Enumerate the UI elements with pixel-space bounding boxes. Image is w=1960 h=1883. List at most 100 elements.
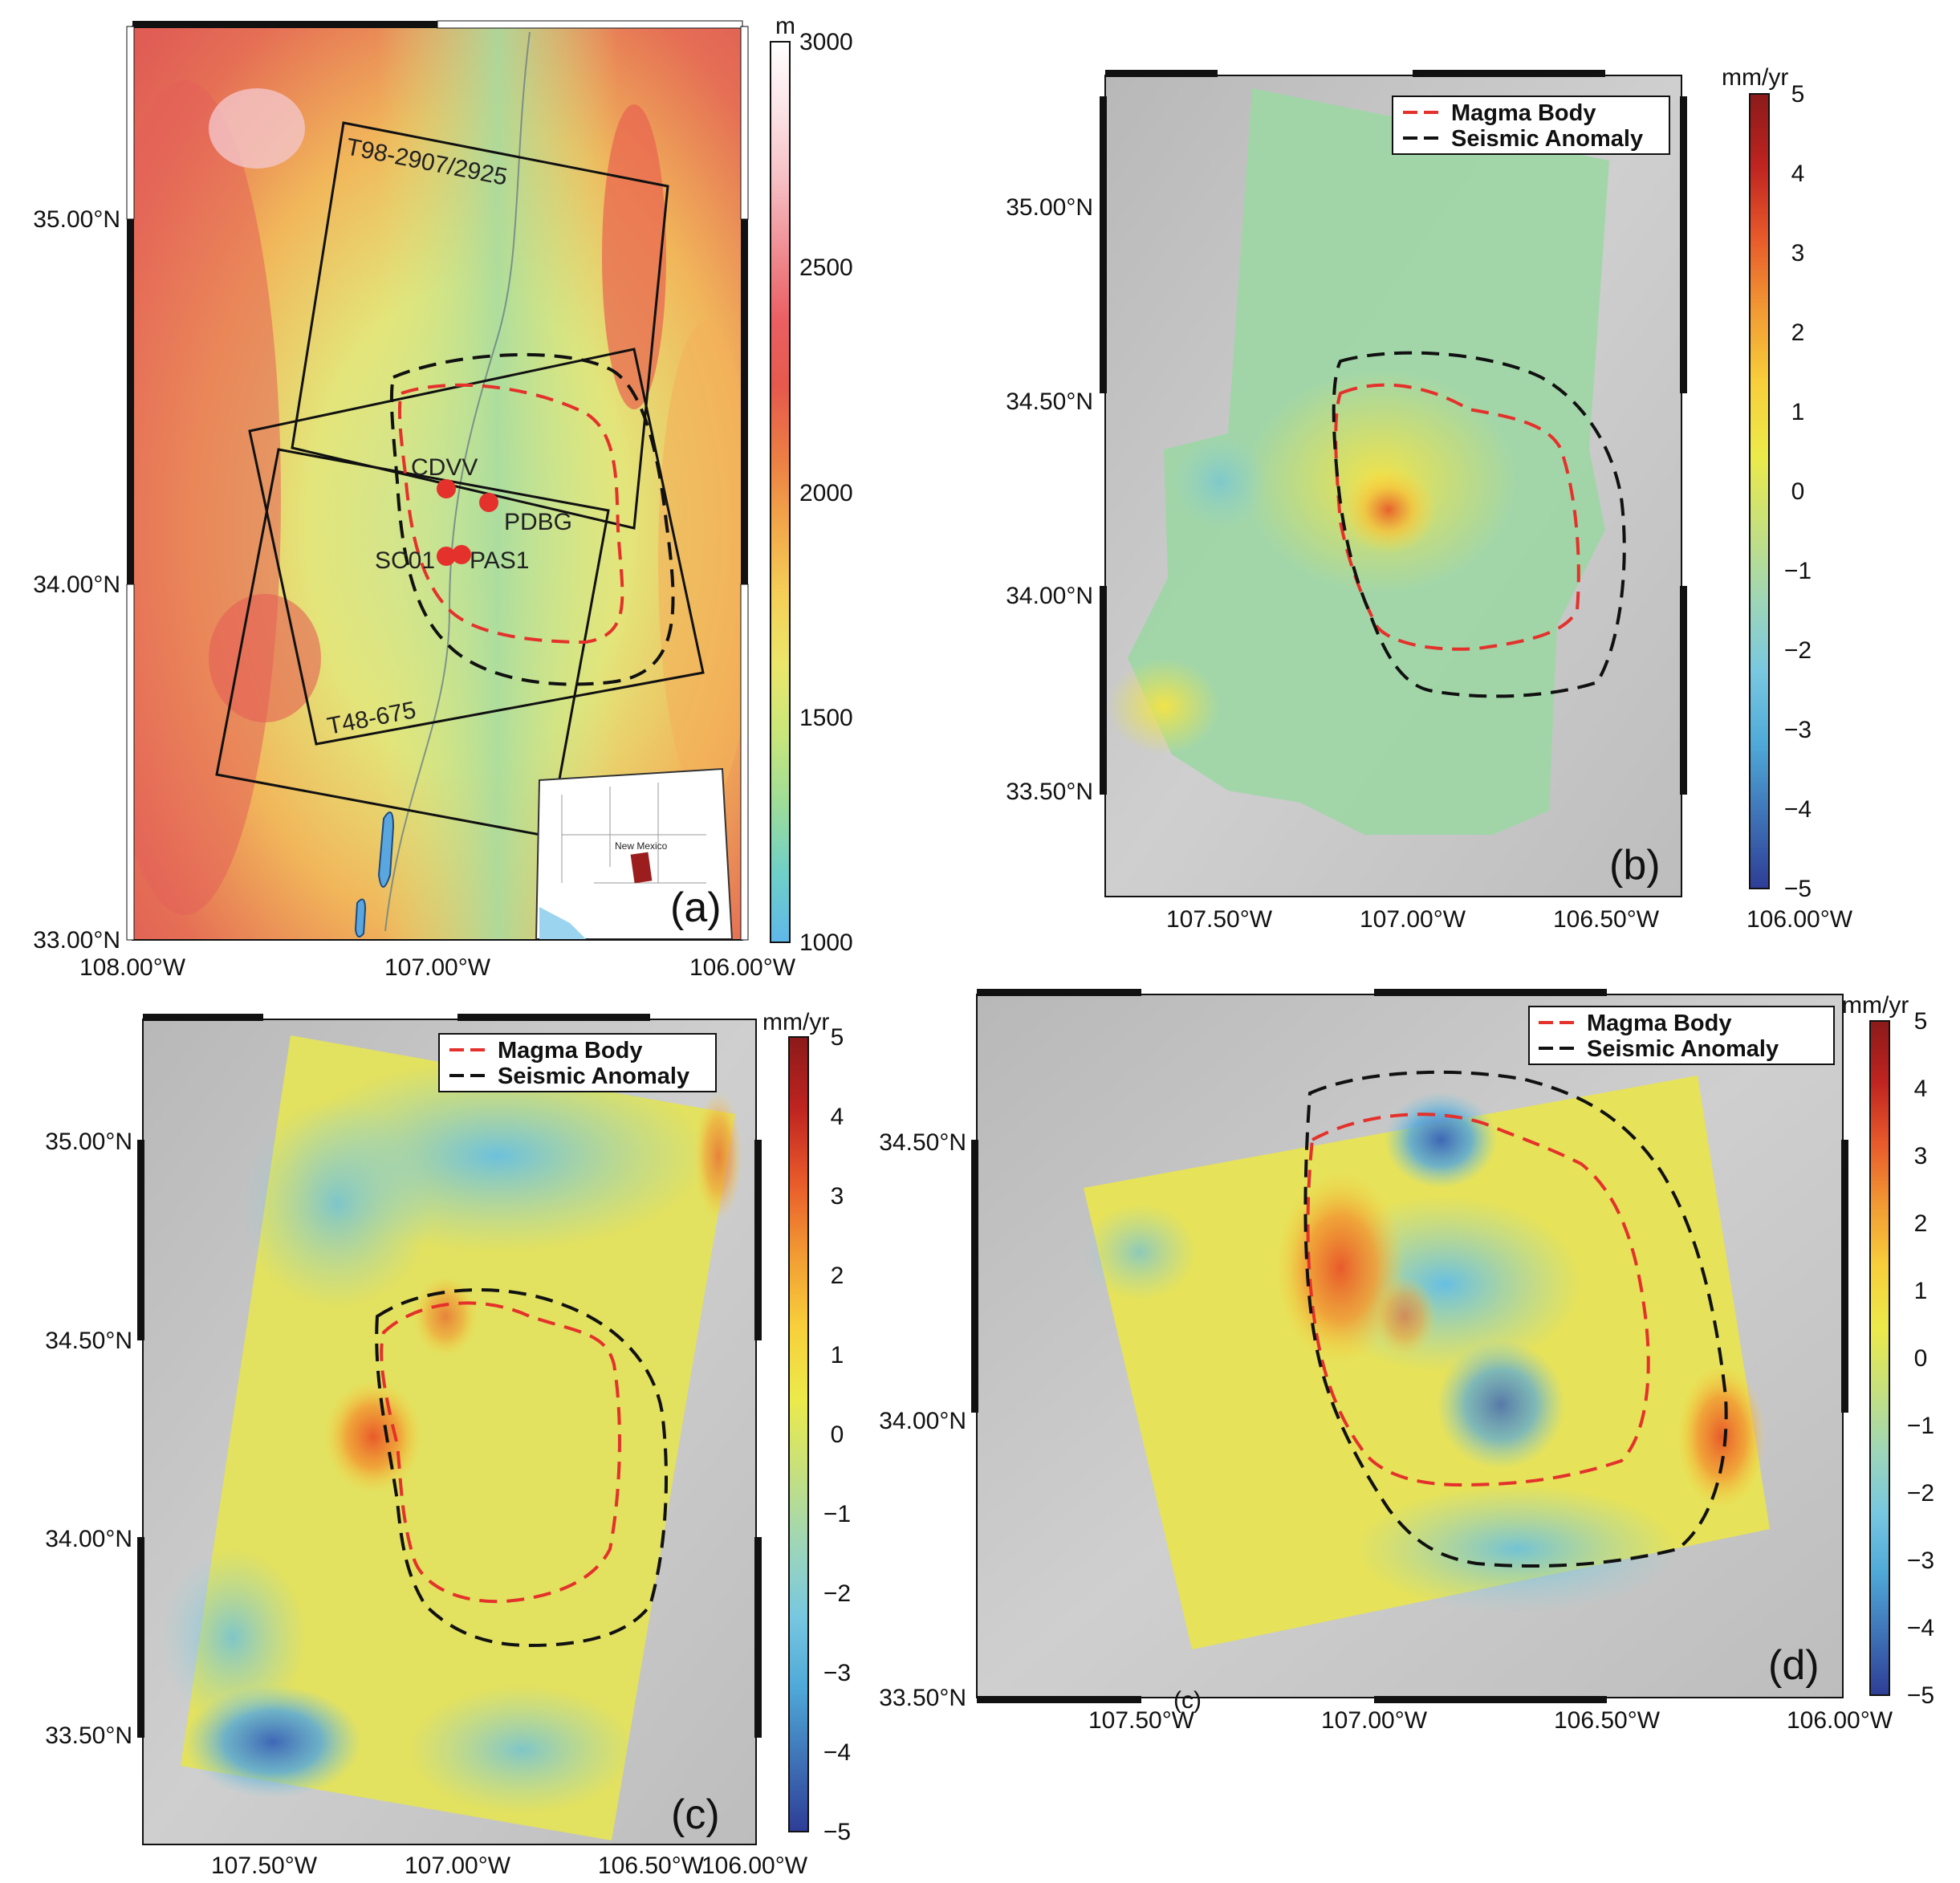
panel-d-cbar-tick: 0: [1914, 1345, 1928, 1372]
panel-d-stray-label: (c): [1173, 1687, 1202, 1714]
legend-b: Magma Body Seismic Anomaly: [1392, 96, 1670, 155]
southwest-cyan-zone: [161, 1549, 305, 1726]
panel-b-lat-tick-35: 35.00°N: [1006, 194, 1093, 221]
panel-c-cbar-tick: −2: [823, 1580, 851, 1607]
legend-c-seismic-label: Seismic Anomaly: [498, 1064, 689, 1089]
panel-c-cbar-tick: 0: [831, 1421, 844, 1448]
panel-d-cbar-tick: 3: [1914, 1143, 1928, 1169]
panel-c-lon-tick-107: 107.00°W: [405, 1852, 511, 1879]
panel-a-lat-tick-34: 34.00°N: [33, 571, 120, 598]
western-highlands: [132, 80, 281, 915]
panel-d-cbar-tick: 1: [1914, 1278, 1928, 1304]
orange-anomaly-2: [413, 1276, 478, 1356]
panel-c-colorbar-ticks: 5 4 3 2 1 0 −1 −2 −3 −4 −5: [823, 1024, 851, 1845]
panel-a-lat-tick-35: 35.00°N: [33, 206, 120, 233]
legend-d-seismic-label: Seismic Anomaly: [1587, 1036, 1779, 1062]
panel-c-cbar-tick: 2: [831, 1263, 844, 1289]
panel-d-colorbar-unit: mm/yr: [1842, 992, 1909, 1019]
panel-d-colorbar-ticks: 5 4 3 2 1 0 −1 −2 −3 −4 −5: [1907, 1008, 1934, 1709]
elevation-tick-2500: 2500: [799, 254, 853, 281]
panel-d-cbar-tick: −1: [1907, 1413, 1934, 1439]
panel-d-cbar-tick: −2: [1907, 1480, 1934, 1507]
panel-b-colorbar-unit: mm/yr: [1722, 64, 1788, 91]
inset-us-map: New Mexico: [535, 767, 734, 940]
panel-c-cbar-tick: 4: [831, 1104, 844, 1130]
station-pdbg-marker: [479, 493, 498, 512]
panel-c-lon-tick-106: 106.00°W: [701, 1852, 808, 1879]
elephant-butte-reservoir: [354, 811, 395, 937]
panel-d-colorbar: [1869, 1020, 1890, 1696]
elevation-tick-3000: 3000: [799, 29, 853, 55]
panel-b-cbar-tick: 2: [1791, 319, 1805, 346]
station-pas1-marker: [452, 545, 471, 564]
panel-d-lat-tick-335: 33.50°N: [879, 1685, 966, 1711]
west-cyan-zone: [1084, 1204, 1196, 1300]
panel-b-lon-tick-107: 107.00°W: [1360, 906, 1466, 933]
panel-a-lon-tick-108: 108.00°W: [79, 954, 186, 981]
magma-body-outline-b: [1334, 383, 1580, 651]
panel-b-lat-tick-345: 34.50°N: [1006, 388, 1093, 415]
legend-b-seismic-label: Seismic Anomaly: [1451, 126, 1643, 152]
elevation-colorbar: [770, 41, 791, 943]
panel-d-cbar-tick: 4: [1914, 1076, 1928, 1102]
uplift-center: [1340, 466, 1437, 554]
panel-b-velocity-map: Magma Body Seismic Anomaly (b) 35.00°N 3…: [1006, 64, 1852, 933]
panel-c-colorbar-unit: mm/yr: [762, 1009, 829, 1035]
legend-d-magma-label: Magma Body: [1587, 1011, 1731, 1036]
panel-b-cbar-tick: −3: [1784, 717, 1812, 743]
orange-anomaly-center: [1372, 1276, 1437, 1356]
panel-a-lon-tick-106: 106.00°W: [689, 954, 796, 981]
southwest-yellow-patch: [1108, 658, 1220, 754]
panel-b-lon-tick-1065: 106.50°W: [1553, 906, 1660, 933]
panel-c-cbar-tick: 3: [831, 1183, 844, 1210]
station-cdvv-marker: [437, 479, 456, 498]
panel-d-label: (d): [1768, 1642, 1820, 1689]
inset-new-mexico-label: New Mexico: [615, 840, 668, 852]
south-cyan-zone: [1356, 1485, 1677, 1613]
panel-b-label: (b): [1609, 842, 1661, 889]
elevation-tick-1000: 1000: [799, 929, 853, 956]
frame-t98: [291, 121, 669, 530]
panel-d-lon-tick-1065: 106.50°W: [1554, 1707, 1661, 1734]
panel-c-cbar-tick: 5: [831, 1024, 844, 1051]
panel-b-cbar-tick: −5: [1784, 876, 1812, 902]
elevation-tick-1500: 1500: [799, 705, 853, 731]
panel-b-lon-tick-106: 106.00°W: [1747, 906, 1853, 933]
panel-d-cbar-tick: 5: [1914, 1008, 1928, 1035]
panel-b-cbar-tick: −2: [1784, 637, 1812, 664]
panel-a-label: (a): [670, 885, 722, 931]
magma-body-outline-a: [397, 383, 624, 645]
legend-c: Magma Body Seismic Anomaly: [438, 1033, 717, 1092]
orange-anomaly-east: [1677, 1364, 1766, 1509]
panel-d-cbar-tick: −5: [1907, 1682, 1934, 1709]
panel-c-lat-tick-335: 33.50°N: [45, 1722, 132, 1749]
panel-a-lat-tick-33: 33.00°N: [33, 927, 120, 954]
panel-c-cbar-tick: 1: [831, 1342, 844, 1369]
panel-a-lon-tick-107: 107.00°W: [384, 954, 491, 981]
panel-b-cbar-tick: 5: [1791, 81, 1805, 108]
eastern-plains: [658, 321, 742, 803]
orange-anomaly: [325, 1381, 421, 1493]
station-sc01-label: SC01: [375, 547, 435, 574]
panel-d-cbar-tick: −3: [1907, 1547, 1934, 1574]
panel-c-cbar-tick: −4: [823, 1739, 851, 1766]
panel-c-velocity-map: Magma Body Seismic Anomaly (c) 35.00°N 3…: [45, 1009, 851, 1879]
mount-taylor: [209, 88, 305, 169]
panel-c-cbar-tick: −1: [823, 1501, 851, 1527]
panel-b-colorbar-ticks: 5 4 3 2 1 0 −1 −2 −3 −4 −5: [1784, 81, 1812, 902]
panel-d-lat-tick-345: 34.50°N: [879, 1129, 966, 1156]
elevation-tick-2000: 2000: [799, 480, 853, 506]
panel-b-lat-tick-335: 33.50°N: [1006, 779, 1093, 805]
panel-c-colorbar: [788, 1036, 809, 1832]
new-mexico-marker: [630, 852, 653, 884]
northwest-cyan-zone: [241, 1100, 433, 1308]
panel-b-cbar-tick: −1: [1784, 558, 1812, 584]
panel-c-lon-tick-1065: 106.50°W: [598, 1852, 705, 1879]
panel-c-label: (c): [671, 1791, 720, 1838]
northern-blue-zone: [1385, 1092, 1497, 1188]
southeast-cyan-zone: [409, 1686, 634, 1814]
magma-body-outline-c: [380, 1301, 621, 1604]
panel-d-lon-tick-106: 106.00°W: [1787, 1707, 1893, 1734]
legend-d: Magma Body Seismic Anomaly: [1528, 1006, 1835, 1065]
